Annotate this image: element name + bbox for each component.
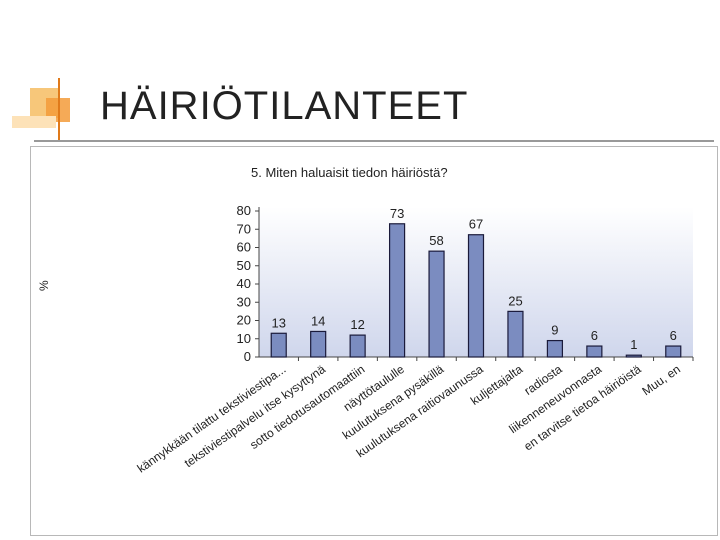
bar-value-label: 14 bbox=[311, 313, 325, 328]
bar bbox=[270, 332, 287, 358]
bar-value-label: 58 bbox=[429, 233, 443, 248]
title-decoration-vertical-line bbox=[58, 78, 60, 142]
bar-value-label: 6 bbox=[670, 328, 677, 343]
y-tick-label: 60 bbox=[237, 240, 251, 255]
y-tick-label: 40 bbox=[237, 276, 251, 291]
slide-title: HÄIRIÖTILANTEET bbox=[100, 84, 469, 128]
bar bbox=[665, 345, 682, 358]
bar bbox=[428, 250, 445, 358]
x-tick-label: kännykkään tilattu tekstiviestipa... bbox=[135, 362, 289, 476]
title-underline bbox=[34, 140, 714, 142]
bar bbox=[507, 310, 524, 358]
chart-title: 5. Miten haluaisit tiedon häiriöstä? bbox=[251, 165, 448, 180]
bar-value-label: 1 bbox=[630, 337, 637, 352]
y-tick-label: 30 bbox=[237, 294, 251, 309]
bar bbox=[310, 330, 327, 358]
bar-value-label: 25 bbox=[508, 293, 522, 308]
bar bbox=[586, 345, 603, 358]
bar-value-label: 12 bbox=[350, 317, 364, 332]
bar-value-label: 67 bbox=[469, 217, 483, 232]
bar-chart: 5. Miten haluaisit tiedon häiriöstä? % 0… bbox=[37, 165, 694, 476]
title-decoration-bar bbox=[12, 116, 56, 128]
bar-value-label: 9 bbox=[551, 323, 558, 338]
y-tick-label: 0 bbox=[244, 349, 251, 364]
bar-value-label: 13 bbox=[271, 315, 285, 330]
bar bbox=[625, 354, 642, 358]
y-tick-label: 80 bbox=[237, 203, 251, 218]
bar-value-label: 73 bbox=[390, 206, 404, 221]
bar bbox=[467, 234, 485, 358]
bar bbox=[349, 334, 366, 358]
y-tick-label: 70 bbox=[237, 221, 251, 236]
y-tick-label: 50 bbox=[237, 258, 251, 273]
bar bbox=[546, 339, 564, 358]
y-tick-label: 10 bbox=[237, 331, 251, 346]
bar bbox=[388, 223, 406, 358]
y-tick-label: 20 bbox=[237, 313, 251, 328]
x-tick-label: Muu, en bbox=[639, 362, 683, 398]
y-axis-label: % bbox=[37, 280, 51, 291]
chart-panel: 5. Miten haluaisit tiedon häiriöstä? % 0… bbox=[30, 146, 718, 536]
bar-value-label: 6 bbox=[591, 328, 598, 343]
